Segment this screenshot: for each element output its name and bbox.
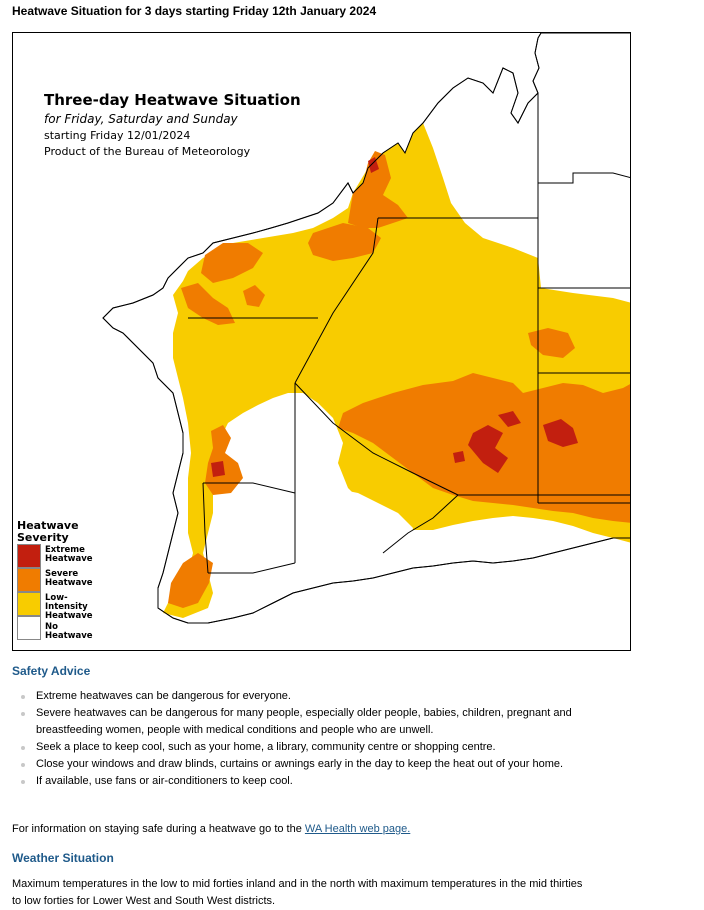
health-info-text: For information on staying safe during a… [12,823,305,835]
extreme-area-4 [453,451,465,463]
legend-label-no-heatwave: No Heatwave [45,622,93,641]
safety-advice-heading: Safety Advice [12,664,91,678]
map-start-date: starting Friday 12/01/2024 [44,129,191,142]
list-item: Seek a place to keep cool, such as your … [12,739,572,756]
safety-advice-list: Extreme heatwaves can be dangerous for e… [12,688,572,790]
health-info-paragraph: For information on staying safe during a… [12,821,612,838]
legend-swatch-low-intensity [17,592,41,616]
page-title: Heatwave Situation for 3 days starting F… [12,4,377,18]
district-boundaries [188,93,630,574]
map-graphic [102,33,630,624]
legend-item-severe: Severe Heatwave [17,568,109,592]
legend-swatch-extreme [17,544,41,568]
wa-health-link[interactable]: WA Health web page. [304,823,411,835]
extreme-area-1 [468,425,508,473]
legend-item-no-heatwave: No Heatwave [17,616,109,641]
severe-area-eastedge [528,328,575,358]
legend-title-line2: Severity [17,531,69,544]
list-item: If available, use fans or air-conditione… [12,773,572,790]
weather-situation-text: Maximum temperatures in the low to mid f… [12,878,583,907]
severe-area-small [243,285,265,307]
map-legend: Heatwave Severity Extreme Heatwave Sever… [17,520,109,641]
extreme-area-2 [543,419,578,447]
coastline [102,33,630,624]
legend-title: Heatwave Severity [17,520,109,544]
no-heatwave-pocket [295,488,413,585]
list-item: Close your windows and draw blinds, curt… [12,756,572,773]
severe-area-southwest [168,553,213,608]
list-item: Severe heatwaves can be dangerous for ma… [12,705,572,739]
weather-situation-heading: Weather Situation [12,851,114,865]
legend-item-low-intensity: Low-Intensity Heatwave [17,592,109,621]
severe-area-pilbara [201,243,263,283]
severe-area-north2 [308,223,381,261]
extreme-area-3 [498,411,521,427]
legend-title-line1: Heatwave [17,519,79,532]
extreme-area-6 [211,461,225,477]
legend-label-extreme: Extreme Heatwave [45,545,93,564]
legend-item-extreme: Extreme Heatwave [17,544,109,568]
legend-swatch-severe [17,568,41,592]
severe-area-midwest [205,425,243,495]
severe-area-north [348,151,408,228]
legend-label-severe: Severe Heatwave [45,569,93,588]
heatwave-map: Three-day Heatwave Situation for Friday,… [12,32,631,651]
map-subtitle: for Friday, Saturday and Sunday [44,112,238,126]
legend-swatch-no-heatwave [17,616,41,640]
map-product-line: Product of the Bureau of Meteorology [44,145,251,158]
extreme-area-5 [368,157,379,173]
legend-label-low-intensity: Low-Intensity Heatwave [45,593,93,621]
map-title: Three-day Heatwave Situation [44,91,301,109]
severe-area-gascoyne [181,283,235,325]
list-item: Extreme heatwaves can be dangerous for e… [12,688,572,705]
